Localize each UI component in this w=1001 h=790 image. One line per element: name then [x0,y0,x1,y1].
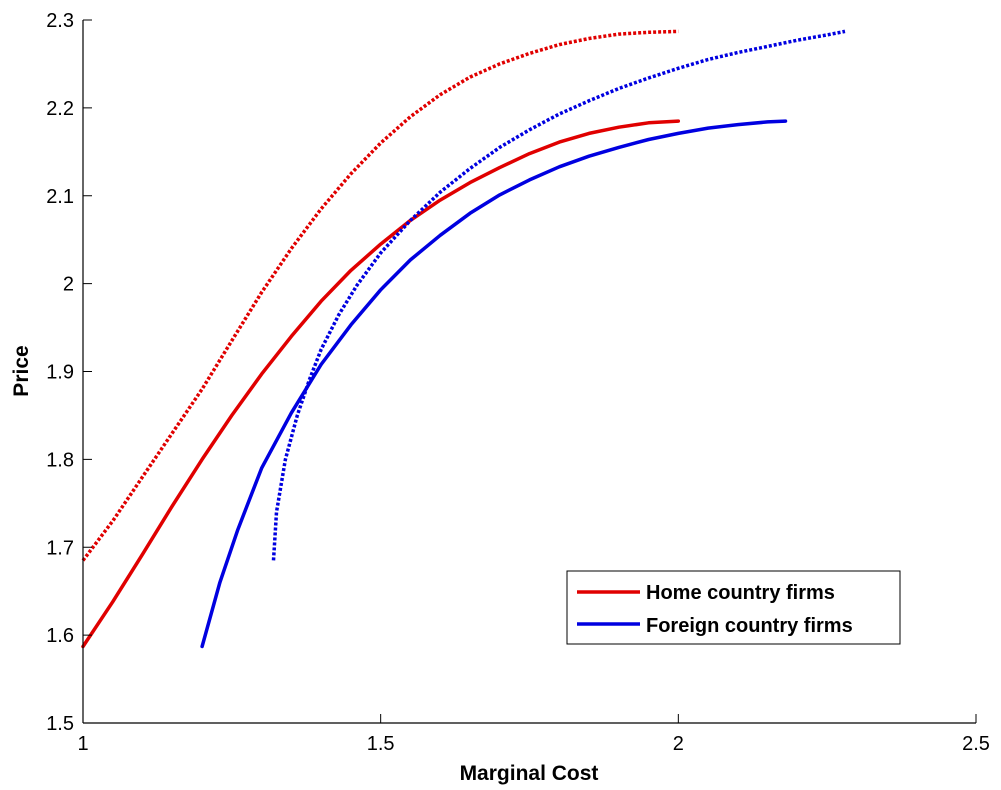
legend-label-foreign: Foreign country firms [646,615,853,637]
y-tick-label: 1.6 [46,625,74,647]
y-tick-label: 2.3 [46,10,74,32]
axes-layer: 1 1.5 2 2.51.51.61.71.81.922.12.22.3 [46,10,990,755]
x-tick-label: 2 [673,733,684,755]
y-tick-label: 2.1 [46,186,74,208]
y-tick-label: 1.7 [46,537,74,559]
x-tick-label: 1.5 [367,733,395,755]
x-axis-label: Marginal Cost [460,762,599,785]
series-line-foreign-country-firms-dotted [271,29,846,561]
y-tick-label: 2.2 [46,98,74,120]
series-line-foreign-country-firms [200,119,788,649]
y-tick-label: 1.9 [46,362,74,384]
y-tick-label: 2 [63,274,74,296]
x-tick-label: 1 [77,733,88,755]
legend-label-home: Home country firms [646,582,835,604]
series-line-home-country-firms-dotted [81,29,679,562]
legend-box [566,570,901,645]
x-tick-label: 2.5 [962,733,990,755]
y-tick-label: 1.5 [46,713,74,735]
y-tick-label: 1.8 [46,449,74,471]
y-axis-label: Price [10,345,33,396]
legend: Home country firms Foreign country firms [566,570,901,645]
series-layer [81,29,846,649]
series-line-home-country-firms [81,119,681,649]
